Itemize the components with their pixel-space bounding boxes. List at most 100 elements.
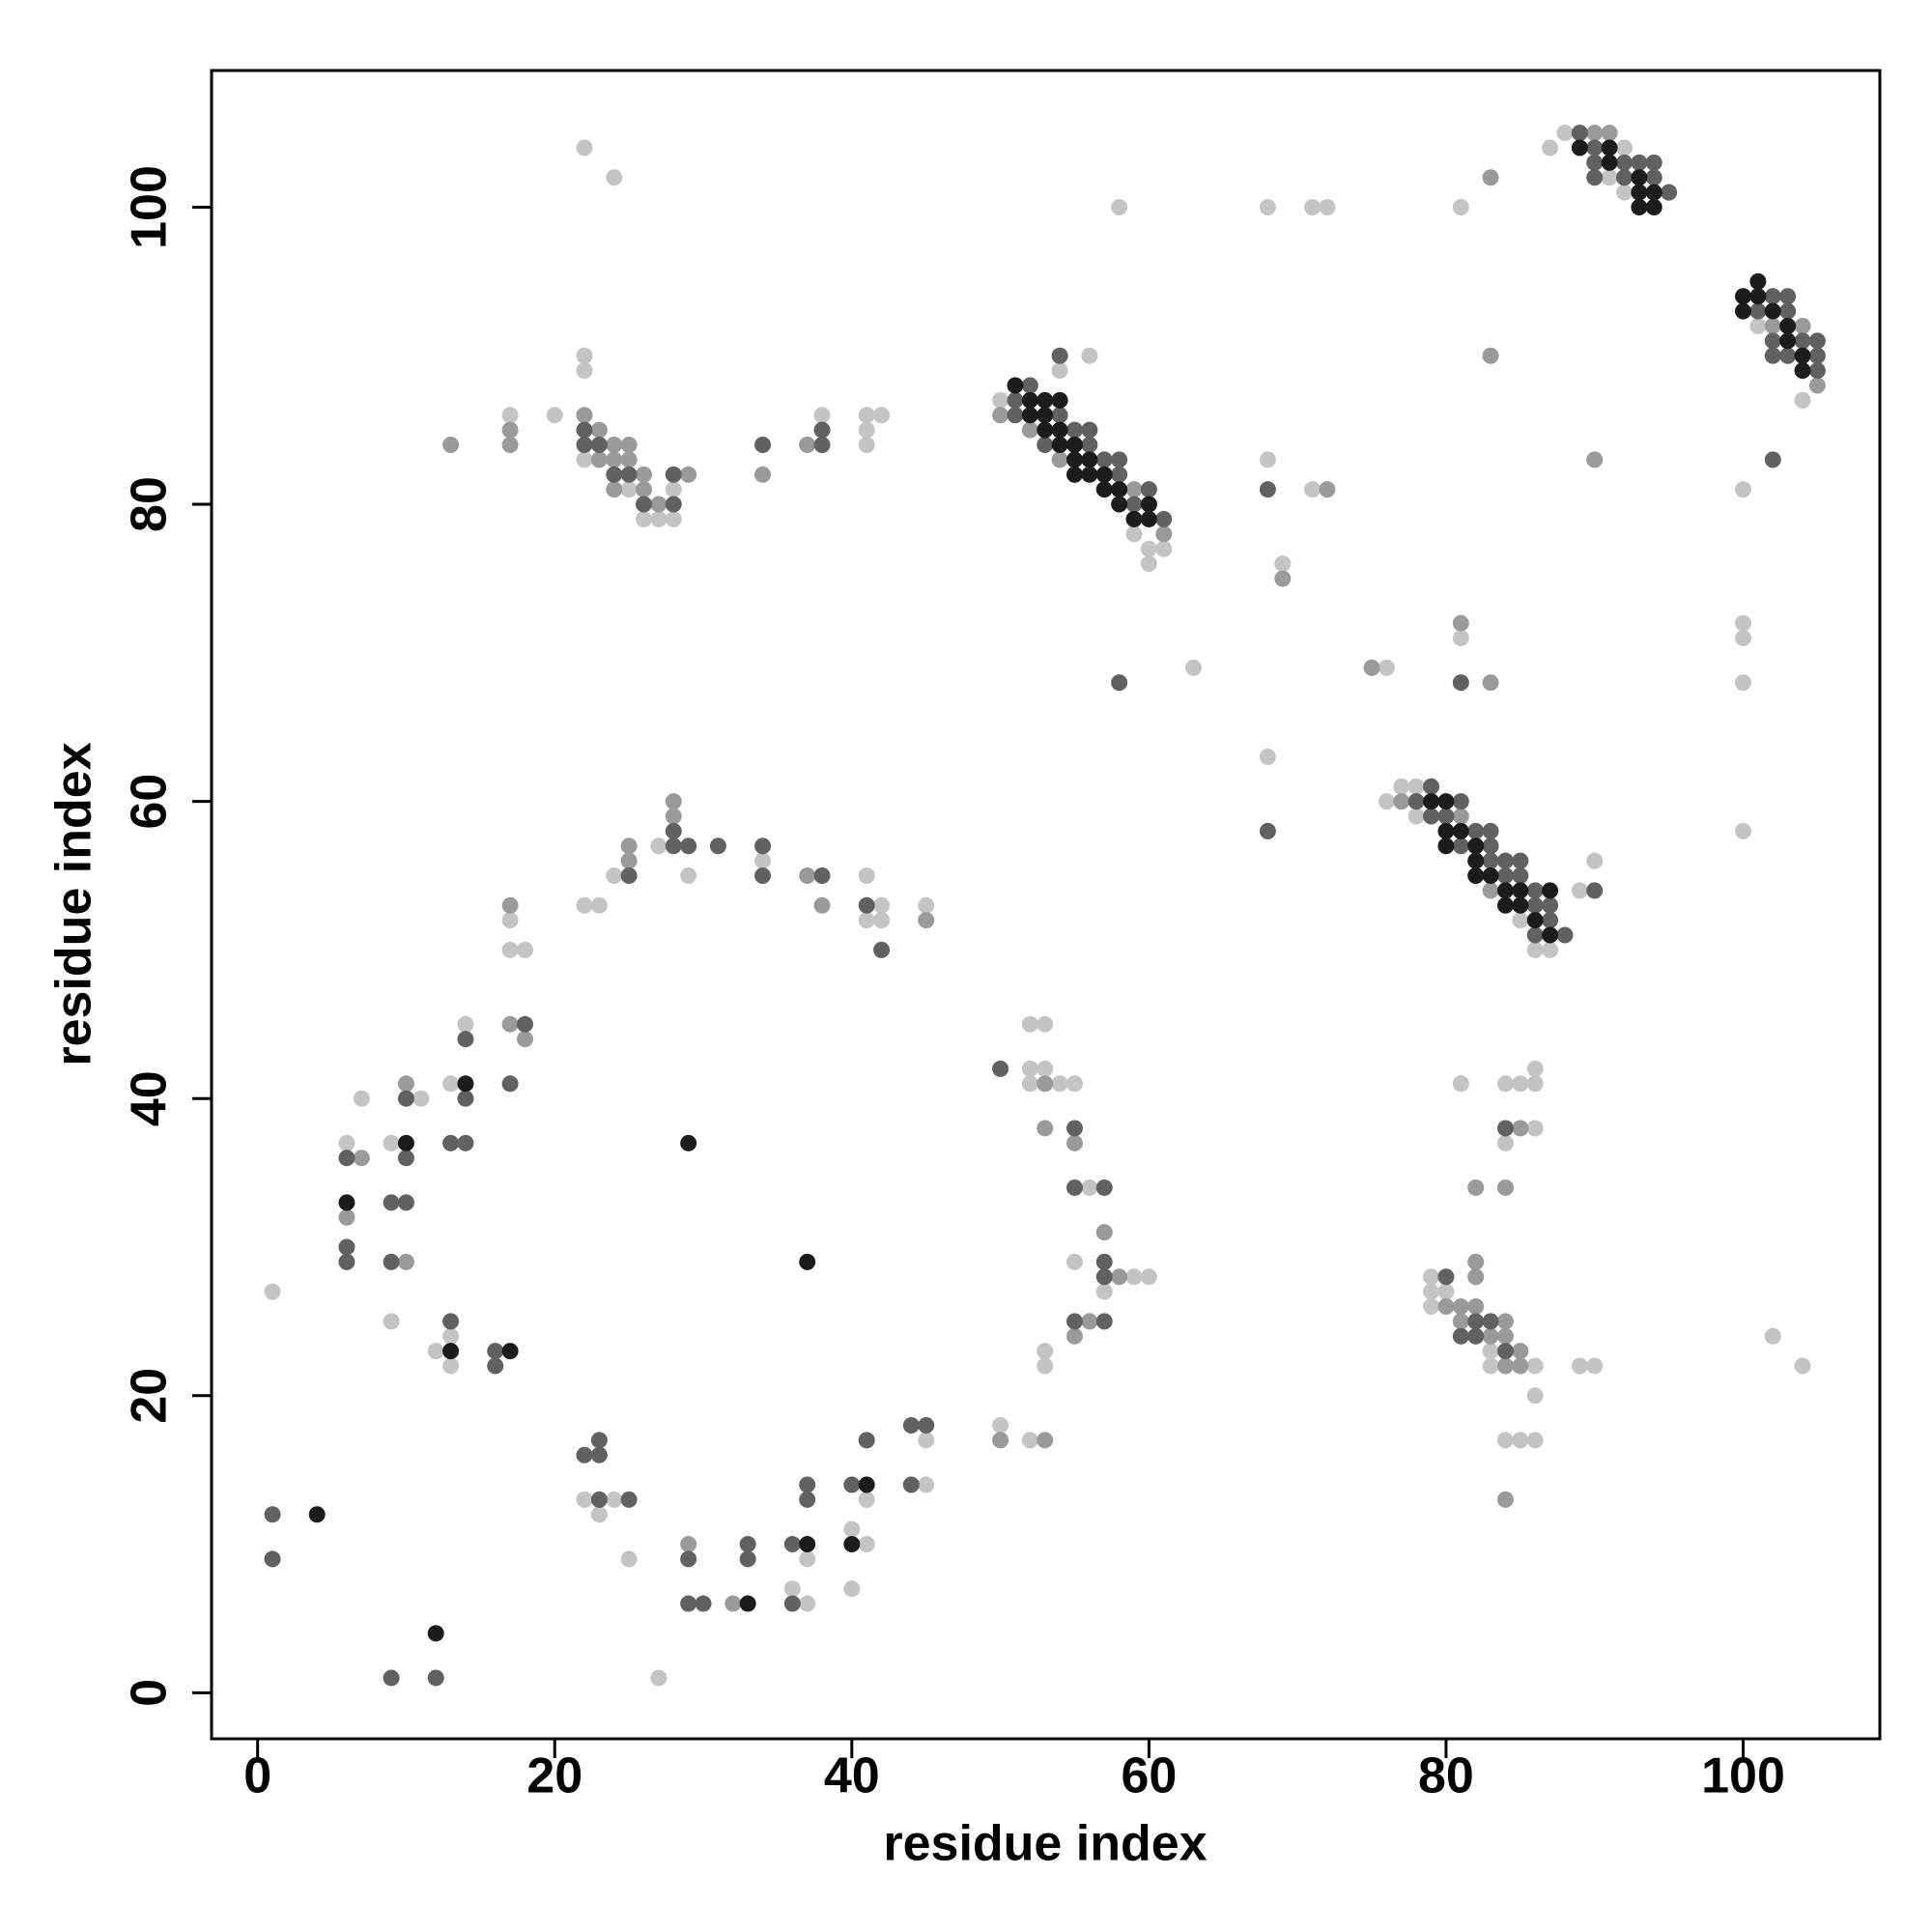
point [1526,941,1544,958]
point [516,941,533,958]
point [1081,466,1098,483]
point [606,1491,623,1508]
point [1526,912,1544,929]
point [1615,169,1633,186]
point [338,1238,355,1256]
point [636,466,653,483]
point [1542,926,1559,944]
point [338,1194,355,1211]
point [1081,1179,1098,1196]
point [442,437,460,454]
point [1779,347,1797,364]
point [1407,808,1425,825]
point [1749,288,1767,305]
point [1526,1357,1544,1375]
point [1037,1357,1054,1375]
point [1259,198,1276,215]
point [1319,198,1336,215]
point [1095,1313,1113,1330]
point [680,1536,697,1553]
point [1452,1075,1469,1093]
point [1512,1120,1529,1137]
point [680,1134,697,1151]
point [918,1432,935,1449]
point [606,169,623,186]
point [1571,1357,1588,1375]
point [412,1090,430,1107]
point [813,437,831,454]
point [709,838,726,855]
point [1496,1343,1514,1360]
point [590,437,608,454]
point [516,1015,533,1033]
point [636,496,653,513]
point [1095,1224,1113,1241]
point [873,941,891,958]
point [1601,139,1618,156]
y-tick-label: 40 [122,1070,178,1126]
point [799,1491,816,1508]
point [1512,896,1529,914]
y-tick-label: 20 [122,1368,178,1424]
point [576,896,593,914]
point [799,867,816,885]
point [1051,407,1068,424]
point [1037,437,1054,454]
point [1808,347,1826,364]
point [1437,808,1455,825]
point [1586,451,1604,469]
point [1735,481,1752,498]
point [1437,1268,1455,1286]
point [1526,896,1544,914]
point [1526,1387,1544,1405]
point [397,1134,414,1151]
point [1051,391,1068,409]
point [1423,1268,1440,1286]
point [1081,1313,1098,1330]
point [1452,198,1469,215]
x-tick-label: 100 [1701,1748,1785,1804]
point [338,1253,355,1270]
point [397,1194,414,1211]
point [1155,540,1173,557]
point [992,391,1009,409]
point [858,1476,875,1493]
point [1125,526,1143,543]
point [1586,154,1604,171]
point [1111,466,1128,483]
point [501,407,519,424]
point [590,1432,608,1449]
point [576,1446,593,1463]
point [1571,882,1588,899]
point [1274,570,1292,587]
point [1051,1075,1068,1093]
point [1081,421,1098,439]
point [636,481,653,498]
point [264,1283,281,1300]
point [1512,882,1529,899]
point [457,1090,474,1107]
point [620,1550,638,1568]
point [1661,184,1678,201]
point [501,437,519,454]
point [1259,822,1276,839]
point [427,1343,444,1360]
point [457,1031,474,1048]
point [1526,1075,1544,1093]
point [1808,377,1826,394]
point [1452,614,1469,632]
point [1037,421,1054,439]
point [1037,1432,1054,1449]
point [1393,793,1410,810]
point [576,407,593,424]
point [680,867,697,885]
point [620,867,638,885]
point [1467,822,1485,839]
point [1496,1120,1514,1137]
point [264,1550,281,1568]
point [1601,169,1618,186]
point [1140,510,1157,527]
point [1512,1343,1529,1360]
point [1185,659,1203,676]
point [590,1491,608,1508]
